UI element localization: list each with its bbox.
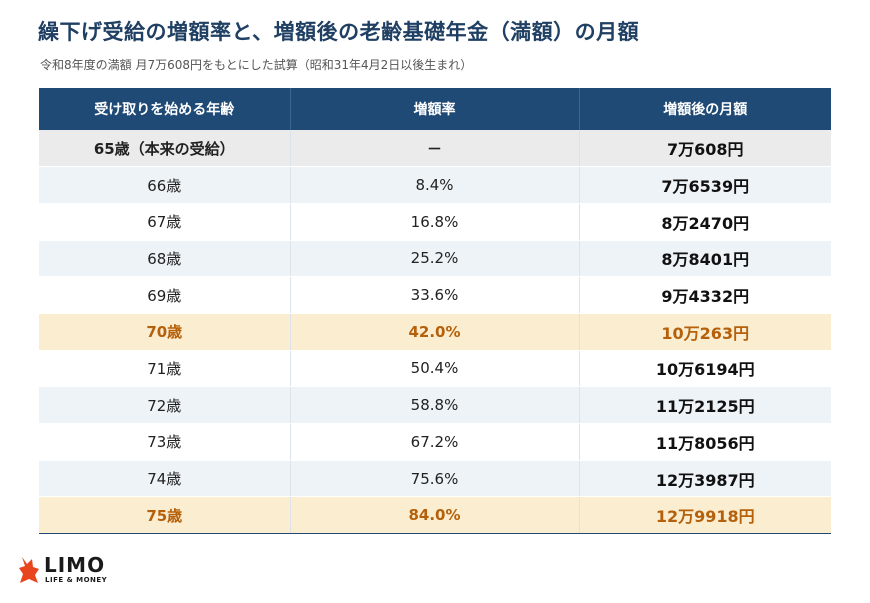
table-row: 68歳 25.2% 8万8401円 [39, 240, 831, 278]
cell-rate: 67.2% [290, 423, 580, 461]
table-header-row: 受け取りを始める年齢 増額率 増額後の月額 [39, 88, 831, 130]
page-title: 繰下げ受給の増額率と、増額後の老齢基礎年金（満額）の月額 [38, 20, 640, 44]
cell-age: 70歳 [39, 313, 291, 351]
table-row: 65歳（本来の受給）－ 7万608円 [39, 130, 831, 168]
cell-amount: 10万263円 [579, 313, 831, 351]
cell-age: 71歳 [39, 350, 291, 388]
cell-amount: 12万3987円 [579, 460, 831, 498]
cell-amount: 11万2125円 [579, 386, 831, 424]
table-row: 72歳 58.8% 11万2125円 [39, 386, 831, 424]
cell-rate: 58.8% [290, 386, 580, 424]
logo-name: LIMO [44, 553, 106, 577]
cell-rate: 33.6% [290, 276, 580, 314]
cell-amount: 7万6539円 [579, 166, 831, 204]
cell-amount: 10万6194円 [579, 350, 831, 388]
table-row: 70歳 42.0% 10万263円 [39, 313, 831, 351]
table-body: 65歳（本来の受給）－ 7万608円 66歳 8.4% 7万6539円 67歳 16.8% 8… [39, 130, 831, 535]
cell-rate: 50.4% [290, 350, 580, 388]
header-age: 受け取りを始める年齢 [39, 88, 291, 130]
cell-age: 69歳 [39, 276, 291, 314]
page-subtitle: 令和8年度の満額 月7万608円をもとにした試算（昭和31年4月2日以後生まれ） [40, 58, 473, 72]
cell-amount: 11万8056円 [579, 423, 831, 461]
cell-amount: 8万2470円 [579, 203, 831, 241]
cell-amount: 12万9918円 [579, 496, 831, 535]
limo-logo: LIMO LIFE & MONEY [18, 553, 118, 589]
cell-amount: 7万608円 [579, 130, 831, 168]
cell-age: 72歳 [39, 386, 291, 424]
table-row: 75歳 84.0% 12万9918円 [39, 496, 831, 535]
fox-icon [19, 557, 39, 583]
cell-age: 68歳 [39, 240, 291, 278]
cell-rate: 16.8% [290, 203, 580, 241]
cell-rate: 8.4% [290, 166, 580, 204]
logo-tagline: LIFE & MONEY [45, 576, 108, 584]
cell-age: 73歳 [39, 423, 291, 461]
cell-age: 74歳 [39, 460, 291, 498]
header-amount: 増額後の月額 [579, 88, 831, 130]
cell-age: 75歳 [39, 496, 291, 535]
table-row: 71歳 50.4% 10万6194円 [39, 350, 831, 388]
cell-amount: 9万4332円 [579, 276, 831, 314]
cell-rate: － [290, 130, 580, 168]
cell-rate: 42.0% [290, 313, 580, 351]
table-row: 67歳 16.8% 8万2470円 [39, 203, 831, 241]
cell-age: 65歳（本来の受給） [39, 130, 291, 168]
table-row: 73歳 67.2% 11万8056円 [39, 423, 831, 461]
table-row: 69歳 33.6% 9万4332円 [39, 276, 831, 314]
table-row: 74歳 75.6% 12万3987円 [39, 460, 831, 498]
cell-rate: 84.0% [290, 496, 580, 535]
cell-age: 66歳 [39, 166, 291, 204]
cell-amount: 8万8401円 [579, 240, 831, 278]
cell-rate: 25.2% [290, 240, 580, 278]
header-rate: 増額率 [290, 88, 580, 130]
table-row: 66歳 8.4% 7万6539円 [39, 166, 831, 204]
cell-age: 67歳 [39, 203, 291, 241]
pension-table: 受け取りを始める年齢 増額率 増額後の月額 65歳（本来の受給）－ 7万608円 6… [39, 88, 831, 535]
cell-rate: 75.6% [290, 460, 580, 498]
